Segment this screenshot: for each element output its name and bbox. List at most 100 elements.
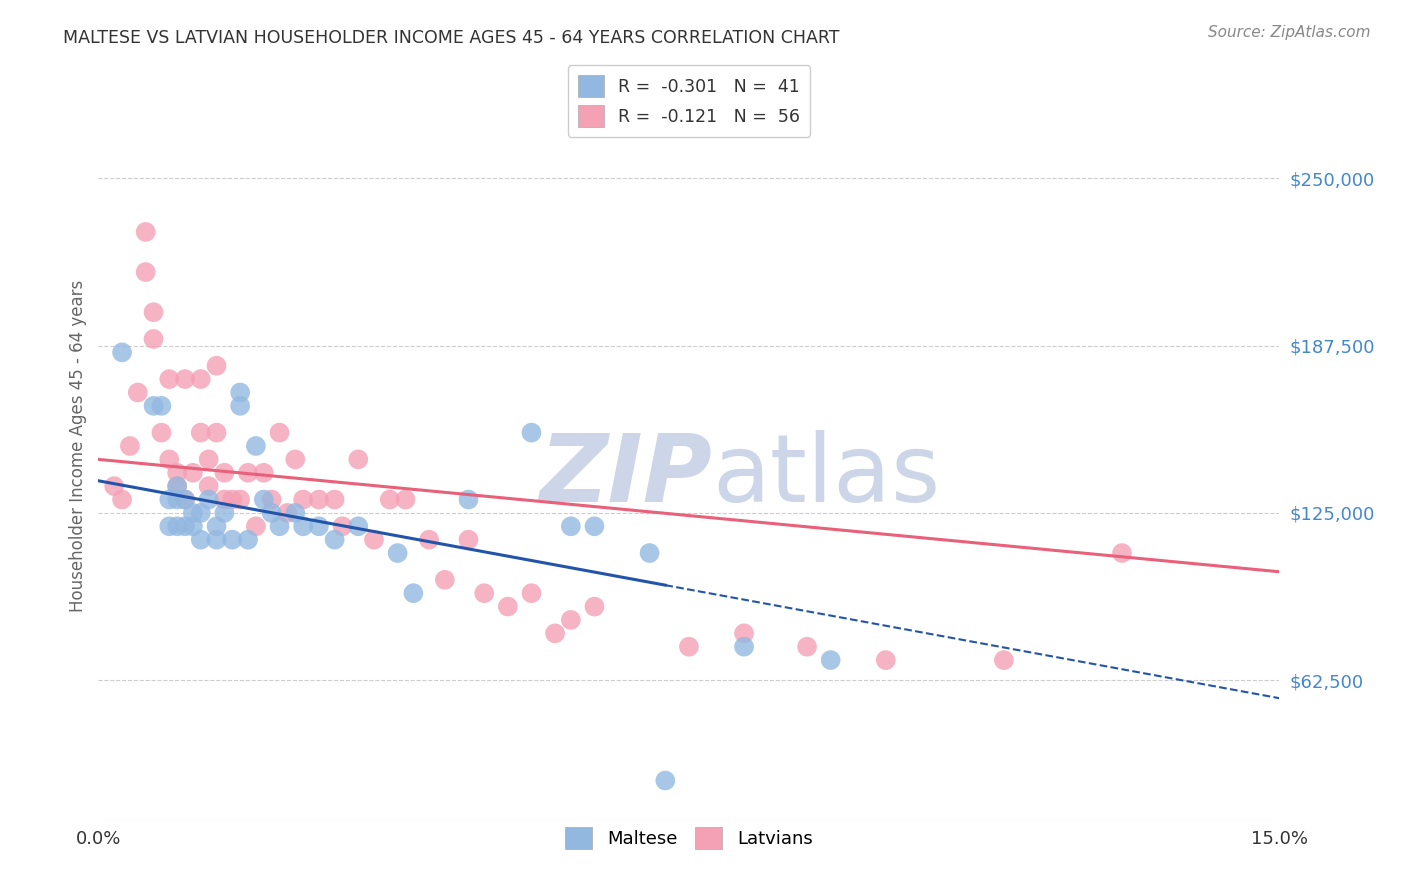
Point	[157, 492, 180, 507]
Point	[181, 506, 204, 520]
Point	[284, 452, 307, 467]
Point	[142, 305, 165, 319]
Text: MALTESE VS LATVIAN HOUSEHOLDER INCOME AGES 45 - 64 YEARS CORRELATION CHART: MALTESE VS LATVIAN HOUSEHOLDER INCOME AG…	[63, 29, 839, 46]
Point	[142, 399, 165, 413]
Point	[253, 492, 276, 507]
Point	[157, 519, 180, 533]
Point	[292, 492, 315, 507]
Point	[269, 519, 291, 533]
Point	[496, 599, 519, 614]
Point	[733, 640, 755, 654]
Point	[363, 533, 385, 547]
Point	[166, 492, 188, 507]
Point	[1111, 546, 1133, 560]
Point	[260, 506, 283, 520]
Point	[394, 492, 416, 507]
Point	[118, 439, 141, 453]
Point	[796, 640, 818, 654]
Point	[253, 466, 276, 480]
Point	[190, 372, 212, 386]
Point	[678, 640, 700, 654]
Point	[174, 372, 197, 386]
Text: atlas: atlas	[713, 430, 941, 522]
Point	[181, 466, 204, 480]
Point	[190, 506, 212, 520]
Point	[323, 533, 346, 547]
Point	[166, 479, 188, 493]
Point	[142, 332, 165, 346]
Point	[583, 519, 606, 533]
Point	[229, 385, 252, 400]
Point	[236, 466, 259, 480]
Point	[181, 519, 204, 533]
Point	[520, 425, 543, 440]
Point	[520, 586, 543, 600]
Text: ZIP: ZIP	[540, 430, 713, 522]
Point	[157, 452, 180, 467]
Point	[260, 492, 283, 507]
Point	[214, 466, 236, 480]
Point	[560, 519, 582, 533]
Point	[583, 599, 606, 614]
Point	[638, 546, 661, 560]
Point	[457, 492, 479, 507]
Point	[308, 519, 330, 533]
Point	[221, 533, 243, 547]
Point	[157, 372, 180, 386]
Point	[205, 425, 228, 440]
Point	[378, 492, 401, 507]
Point	[229, 399, 252, 413]
Point	[229, 492, 252, 507]
Point	[135, 265, 157, 279]
Point	[205, 533, 228, 547]
Point	[150, 399, 173, 413]
Point	[292, 519, 315, 533]
Point	[205, 519, 228, 533]
Point	[544, 626, 567, 640]
Point	[197, 479, 219, 493]
Point	[472, 586, 495, 600]
Point	[190, 533, 212, 547]
Point	[457, 533, 479, 547]
Point	[402, 586, 425, 600]
Point	[214, 506, 236, 520]
Point	[197, 452, 219, 467]
Point	[174, 519, 197, 533]
Point	[308, 492, 330, 507]
Point	[820, 653, 842, 667]
Point	[245, 519, 267, 533]
Point	[127, 385, 149, 400]
Point	[205, 359, 228, 373]
Point	[166, 466, 188, 480]
Point	[197, 492, 219, 507]
Point	[560, 613, 582, 627]
Point	[245, 439, 267, 453]
Point	[347, 519, 370, 533]
Point	[733, 626, 755, 640]
Point	[875, 653, 897, 667]
Point	[387, 546, 409, 560]
Point	[323, 492, 346, 507]
Point	[174, 492, 197, 507]
Point	[236, 533, 259, 547]
Point	[418, 533, 440, 547]
Point	[190, 425, 212, 440]
Point	[269, 425, 291, 440]
Point	[993, 653, 1015, 667]
Point	[284, 506, 307, 520]
Point	[135, 225, 157, 239]
Y-axis label: Householder Income Ages 45 - 64 years: Householder Income Ages 45 - 64 years	[69, 280, 87, 612]
Point	[111, 345, 134, 359]
Point	[150, 425, 173, 440]
Text: Source: ZipAtlas.com: Source: ZipAtlas.com	[1208, 25, 1371, 40]
Point	[166, 479, 188, 493]
Point	[166, 519, 188, 533]
Point	[332, 519, 354, 533]
Point	[221, 492, 243, 507]
Point	[214, 492, 236, 507]
Point	[103, 479, 125, 493]
Point	[111, 492, 134, 507]
Legend: Maltese, Latvians: Maltese, Latvians	[558, 820, 820, 856]
Point	[347, 452, 370, 467]
Point	[654, 773, 676, 788]
